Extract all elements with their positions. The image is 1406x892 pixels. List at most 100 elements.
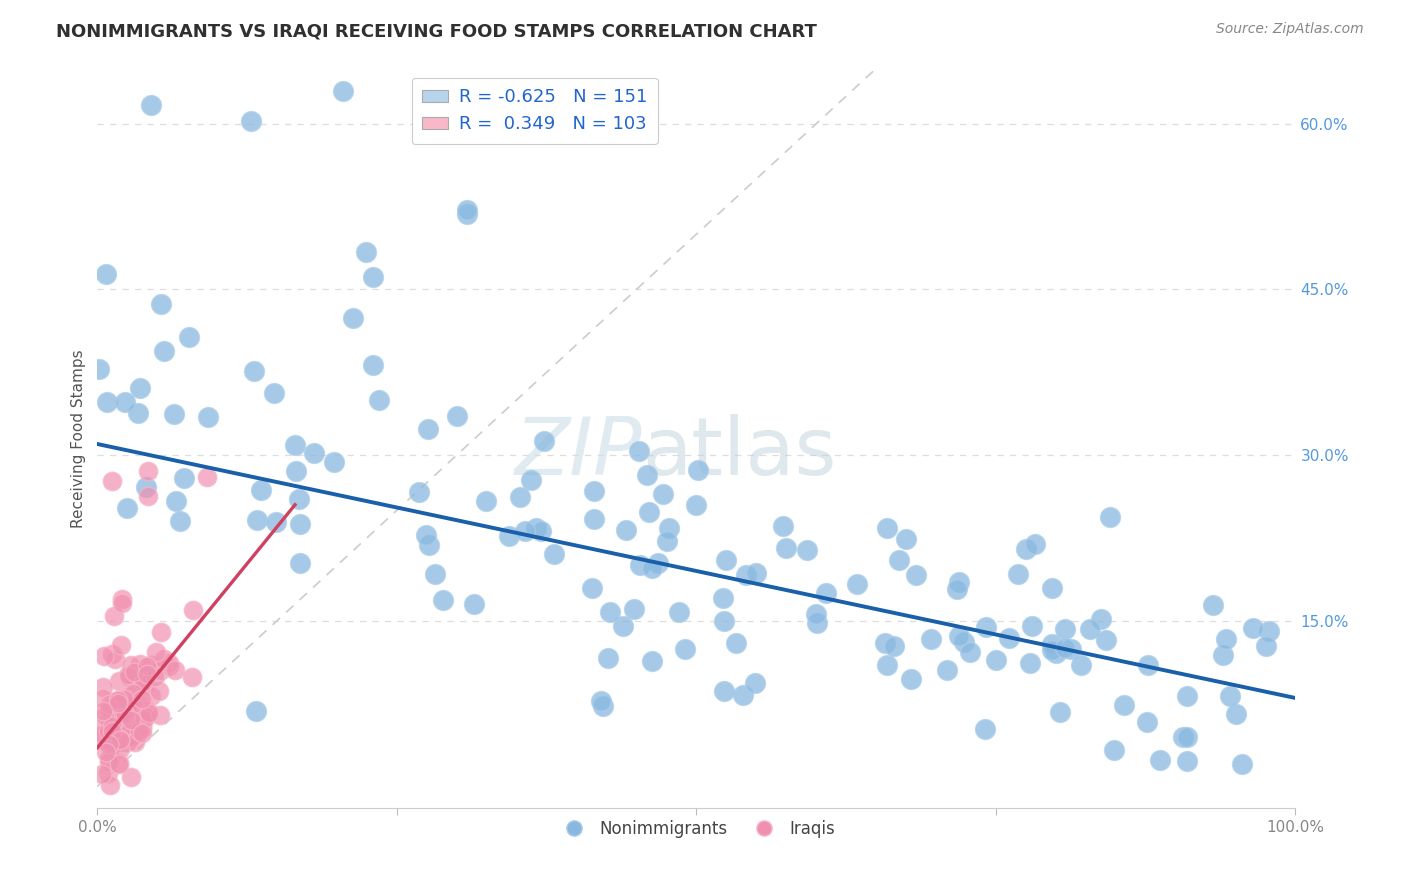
Point	[1258, 624, 1281, 638]
Point	[131, 719, 153, 733]
Point	[724, 636, 747, 650]
Point	[713, 684, 735, 698]
Point	[98, 752, 121, 766]
Point	[686, 463, 709, 477]
Point	[104, 719, 127, 733]
Point	[243, 364, 266, 378]
Point	[136, 659, 159, 673]
Point	[1040, 637, 1063, 651]
Point	[519, 474, 541, 488]
Point	[91, 680, 114, 694]
Point	[416, 422, 439, 436]
Point	[1021, 619, 1043, 633]
Point	[772, 519, 794, 533]
Point	[533, 434, 555, 449]
Point	[1219, 690, 1241, 704]
Point	[415, 528, 437, 542]
Point	[1040, 643, 1063, 657]
Point	[97, 722, 120, 736]
Point	[90, 727, 112, 741]
Point	[628, 558, 651, 573]
Point	[1018, 657, 1040, 671]
Point	[876, 658, 898, 673]
Point	[136, 666, 159, 681]
Point	[714, 553, 737, 567]
Point	[97, 755, 120, 769]
Point	[197, 410, 219, 425]
Point	[1094, 632, 1116, 647]
Point	[112, 705, 135, 719]
Point	[108, 673, 131, 688]
Point	[94, 745, 117, 759]
Point	[1243, 621, 1265, 635]
Point	[1007, 567, 1029, 582]
Point	[111, 592, 134, 607]
Point	[530, 524, 553, 539]
Text: ZIP: ZIP	[515, 414, 643, 492]
Point	[612, 619, 634, 633]
Point	[368, 393, 391, 408]
Point	[668, 605, 690, 619]
Point	[112, 707, 135, 722]
Point	[266, 515, 288, 529]
Point	[91, 691, 114, 706]
Point	[1215, 632, 1237, 646]
Point	[124, 735, 146, 749]
Point	[354, 245, 377, 260]
Point	[98, 778, 121, 792]
Point	[132, 674, 155, 689]
Point	[953, 635, 976, 649]
Point	[145, 645, 167, 659]
Point	[713, 614, 735, 628]
Point	[894, 532, 917, 546]
Point	[120, 657, 142, 672]
Point	[89, 721, 111, 735]
Point	[110, 638, 132, 652]
Point	[101, 723, 124, 738]
Point	[120, 730, 142, 744]
Point	[673, 641, 696, 656]
Point	[101, 719, 124, 733]
Point	[641, 654, 664, 668]
Point	[180, 670, 202, 684]
Point	[136, 703, 159, 717]
Point	[138, 489, 160, 503]
Point	[117, 668, 139, 682]
Point	[139, 97, 162, 112]
Point	[122, 665, 145, 680]
Point	[1225, 707, 1247, 722]
Point	[114, 732, 136, 747]
Point	[614, 524, 637, 538]
Point	[131, 722, 153, 736]
Point	[920, 632, 942, 647]
Point	[115, 501, 138, 516]
Point	[128, 723, 150, 738]
Point	[132, 712, 155, 726]
Point	[1175, 690, 1198, 704]
Point	[904, 568, 927, 582]
Point	[1211, 648, 1233, 662]
Point	[94, 267, 117, 281]
Point	[129, 381, 152, 395]
Point	[1149, 753, 1171, 767]
Point	[139, 658, 162, 673]
Point	[509, 490, 531, 504]
Point	[948, 575, 970, 590]
Point	[97, 765, 120, 780]
Point	[97, 737, 120, 751]
Point	[583, 483, 606, 498]
Point	[98, 705, 121, 719]
Point	[250, 483, 273, 498]
Point	[945, 582, 967, 597]
Point	[873, 636, 896, 650]
Point	[1102, 742, 1125, 756]
Point	[96, 394, 118, 409]
Point	[846, 577, 869, 591]
Point	[101, 738, 124, 752]
Point	[138, 706, 160, 720]
Point	[107, 756, 129, 771]
Point	[744, 676, 766, 690]
Point	[475, 494, 498, 508]
Point	[163, 663, 186, 677]
Point	[806, 615, 828, 630]
